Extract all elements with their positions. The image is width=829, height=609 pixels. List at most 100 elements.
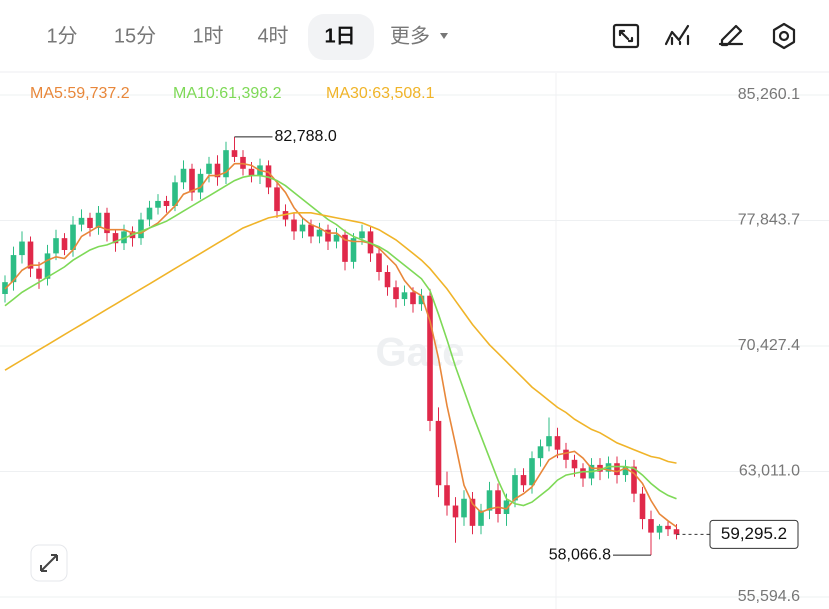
- candle-body: [206, 163, 212, 174]
- candle-body: [316, 229, 323, 237]
- candle-body: [648, 519, 654, 533]
- candle-body: [639, 493, 646, 520]
- y-tick-label: 77,843.7: [738, 212, 800, 229]
- more-caret: [440, 33, 448, 39]
- candle-body: [333, 234, 340, 242]
- legend-entry: MA10:61,398.2: [173, 85, 282, 102]
- candle-body: [214, 163, 221, 178]
- candle-body: [418, 295, 425, 305]
- candle-body: [87, 217, 93, 229]
- ma-line: [4, 162, 677, 528]
- candle-body: [656, 525, 663, 533]
- low-label: 58,066.8: [549, 546, 611, 563]
- candle-body: [435, 420, 442, 486]
- candle-body: [197, 173, 204, 193]
- candle-body: [299, 224, 306, 232]
- candle-body: [274, 187, 280, 212]
- candle-body: [401, 292, 408, 300]
- candle-body: [223, 150, 229, 178]
- candle-body: [44, 253, 51, 279]
- candle-body: [231, 150, 238, 157]
- candle-body: [53, 238, 59, 254]
- candle-body: [495, 490, 501, 514]
- candle-body: [146, 207, 153, 220]
- draw-icon[interactable]: [718, 24, 744, 47]
- candle-body: [520, 475, 527, 486]
- candle-body: [240, 156, 246, 169]
- candle-body: [291, 219, 297, 232]
- candle-body: [571, 459, 578, 469]
- candle-body: [503, 500, 510, 514]
- y-tick-label: 85,260.1: [738, 86, 800, 103]
- candle-body: [27, 241, 34, 269]
- candle-body: [112, 233, 119, 244]
- timeframe-tab[interactable]: 1日: [324, 25, 355, 47]
- candle-body: [121, 231, 127, 244]
- y-tick-label: 55,594.6: [738, 588, 800, 605]
- candle-body: [622, 466, 629, 476]
- candle-body: [376, 253, 382, 273]
- candle-body: [486, 490, 493, 511]
- y-tick-label: 63,011.0: [739, 463, 800, 480]
- candle-body: [673, 529, 680, 535]
- ma-line: [4, 212, 677, 464]
- candle-body: [325, 229, 331, 242]
- candle-body: [172, 182, 178, 207]
- candle-body: [163, 200, 170, 207]
- candle-body: [350, 238, 357, 262]
- settings-icon[interactable]: [772, 22, 796, 50]
- candle-body: [529, 458, 535, 486]
- candle-body: [180, 168, 187, 183]
- candle-body: [427, 295, 433, 421]
- candle-body: [478, 510, 484, 526]
- candle-body: [512, 475, 518, 501]
- y-tick-label: 70,427.4: [738, 337, 800, 354]
- candle-body: [614, 463, 620, 476]
- candle-body: [70, 224, 76, 251]
- candle-body: [155, 200, 161, 208]
- candle-body: [104, 212, 110, 234]
- active-tab-bg: [308, 14, 374, 60]
- timeframe-tab[interactable]: 1时: [192, 24, 223, 47]
- timeframe-tab[interactable]: 1分: [46, 24, 77, 47]
- candle-body: [342, 234, 348, 262]
- candle-body: [138, 219, 144, 239]
- high-label: 82,788.0: [275, 128, 337, 145]
- candle-body: [36, 268, 42, 279]
- last-price-box: [709, 519, 799, 549]
- candle-body: [282, 211, 289, 220]
- candle-body: [665, 525, 671, 530]
- watermark: Gate: [376, 331, 465, 375]
- candle-body: [10, 255, 17, 283]
- candle-body: [189, 168, 195, 193]
- candle-body: [393, 287, 399, 300]
- timeframe-tab[interactable]: 4时: [257, 24, 288, 47]
- timeframe-tab[interactable]: 更多: [390, 24, 430, 47]
- candle-body: [308, 224, 314, 237]
- candle-body: [469, 498, 476, 526]
- candle-body: [78, 217, 85, 225]
- candle-body: [95, 212, 102, 229]
- candle-body: [546, 436, 552, 447]
- candle-body: [19, 241, 25, 256]
- candle-body: [452, 505, 459, 518]
- candle-body: [554, 436, 561, 450]
- ma-line: [4, 174, 677, 507]
- indicator-icon[interactable]: [664, 24, 690, 46]
- legend-entry: MA30:63,508.1: [326, 85, 435, 102]
- legend-entry: MA5:59,737.2: [30, 85, 130, 102]
- fullscreen-icon: [40, 554, 58, 572]
- candle-body: [384, 272, 391, 288]
- candle-body: [359, 231, 365, 239]
- candle-body: [461, 498, 467, 518]
- candle-body: [580, 468, 586, 479]
- candle-body: [410, 292, 416, 305]
- expand-icon[interactable]: [612, 23, 640, 49]
- candle-body: [537, 446, 544, 459]
- timeframe-tab[interactable]: 15分: [114, 24, 156, 47]
- candle-body: [61, 238, 68, 251]
- candle-body: [563, 449, 569, 460]
- last-price-label: 59,295.2: [721, 524, 787, 543]
